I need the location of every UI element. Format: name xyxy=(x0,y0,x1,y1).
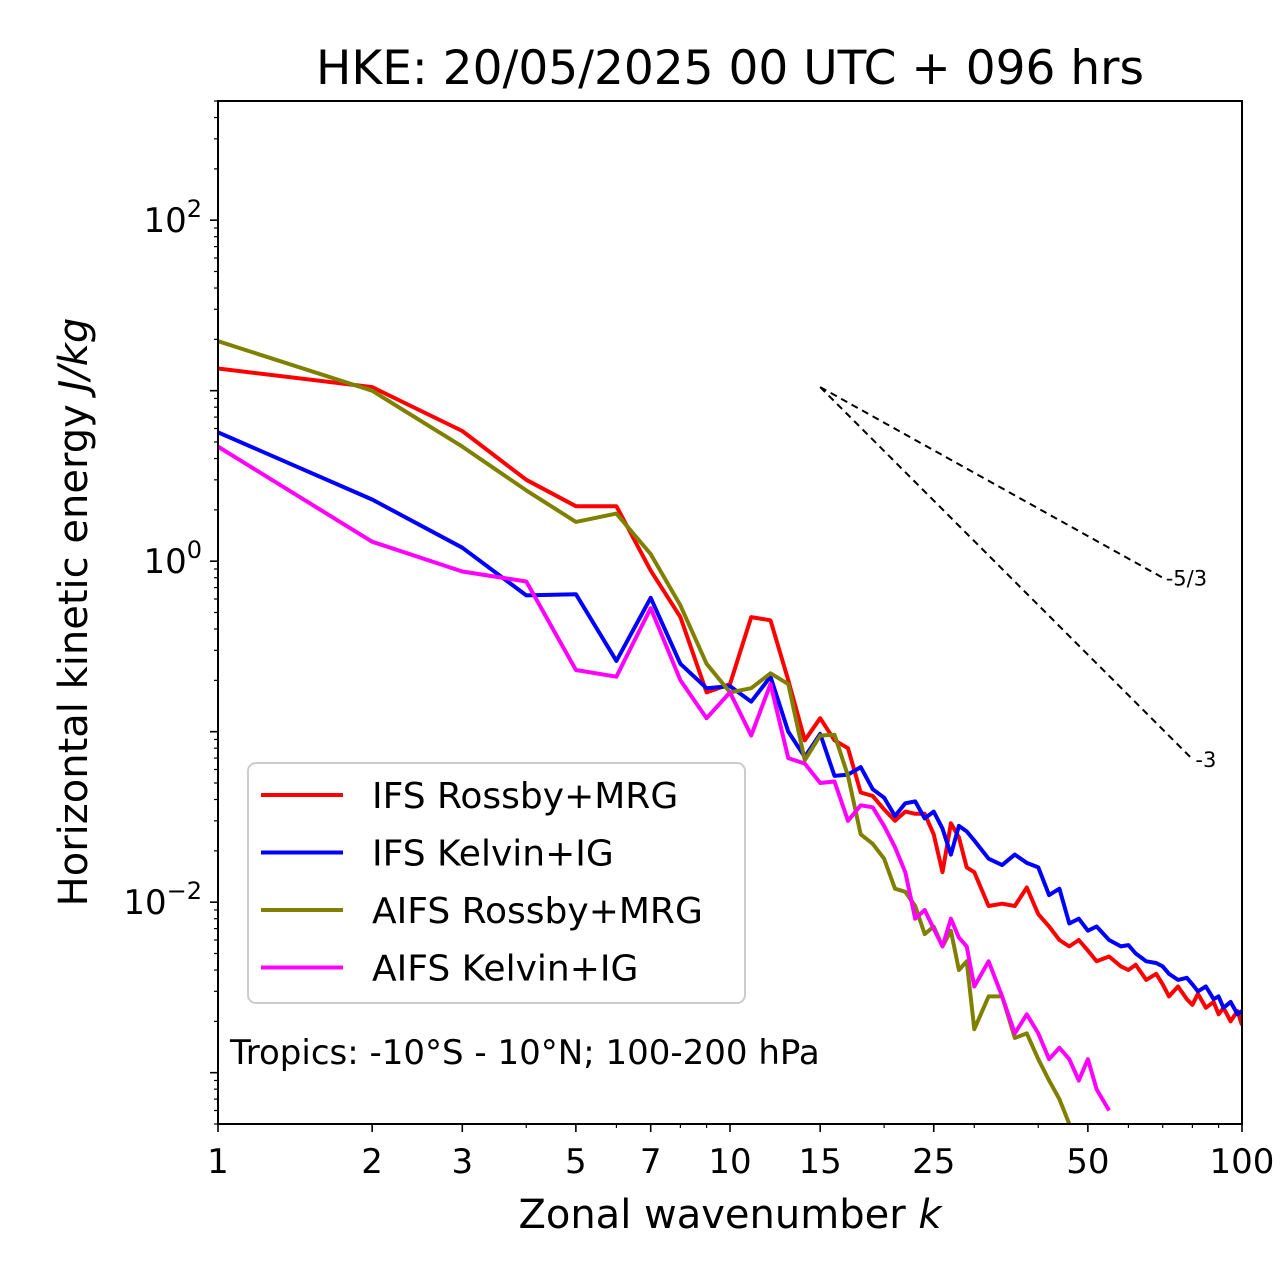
series-line-aifs-kelvin-ig xyxy=(218,444,1111,1112)
x-tick-label: 3 xyxy=(451,1142,473,1182)
x-axis-label: Zonal wavenumber k xyxy=(518,1192,943,1238)
y-tick-label: 100 xyxy=(143,536,202,582)
series-line-ifs-kelvin-ig xyxy=(218,430,1242,1017)
x-tick-label: 10 xyxy=(708,1142,751,1182)
reference-lines: -5/3 -3 xyxy=(819,386,1216,772)
x-tick-label: 15 xyxy=(799,1142,842,1182)
region-annotation: Tropics: -10°S - 10°N; 100-200 hPa xyxy=(229,1033,820,1073)
chart-title: HKE: 20/05/2025 00 UTC + 096 hrs xyxy=(316,41,1144,96)
x-tick-label: 1 xyxy=(207,1142,229,1182)
legend-label-ifs-kelvin-ig: IFS Kelvin+IG xyxy=(372,834,614,875)
y-tick-label: 10−2 xyxy=(123,877,202,923)
y-axis-label: Horizontal kinetic energy J/kg xyxy=(51,318,97,907)
plot-area: -5/3 -3 xyxy=(217,100,1243,1125)
reference-line-label: -5/3 xyxy=(1166,567,1207,591)
reference-line-label: -3 xyxy=(1195,748,1216,772)
legend: IFS Rossby+MRG IFS Kelvin+IG AIFS Rossby+M… xyxy=(247,762,746,1004)
x-tick-label: 2 xyxy=(361,1142,383,1182)
series-line-aifs-rossby-mrg xyxy=(218,339,1072,1124)
legend-items: IFS Rossby+MRG IFS Kelvin+IG AIFS Rossby+M… xyxy=(261,776,703,990)
legend-label-aifs-kelvin-ig: AIFS Kelvin+IG xyxy=(372,949,638,990)
reference-line-3 xyxy=(819,386,1194,760)
legend-label-aifs-rossby-mrg: AIFS Rossby+MRG xyxy=(372,891,703,932)
x-tick-label: 7 xyxy=(640,1142,662,1182)
y-tick-label: 102 xyxy=(143,195,202,241)
x-tick-label: 100 xyxy=(1210,1142,1275,1182)
legend-box xyxy=(247,762,746,1004)
y-axis: 102 100 10−2 xyxy=(123,100,218,1125)
x-tick-label: 25 xyxy=(912,1142,955,1182)
reference-line-5-3 xyxy=(819,386,1164,579)
series-lines xyxy=(218,339,1242,1124)
legend-label-ifs-rossby-mrg: IFS Rossby+MRG xyxy=(372,776,678,817)
x-tick-label: 50 xyxy=(1066,1142,1109,1182)
series-line-ifs-rossby-mrg xyxy=(218,366,1242,1026)
x-tick-label: 5 xyxy=(565,1142,587,1182)
x-axis: 1 2 3 5 7 10 15 25 50 100 xyxy=(207,1124,1274,1182)
